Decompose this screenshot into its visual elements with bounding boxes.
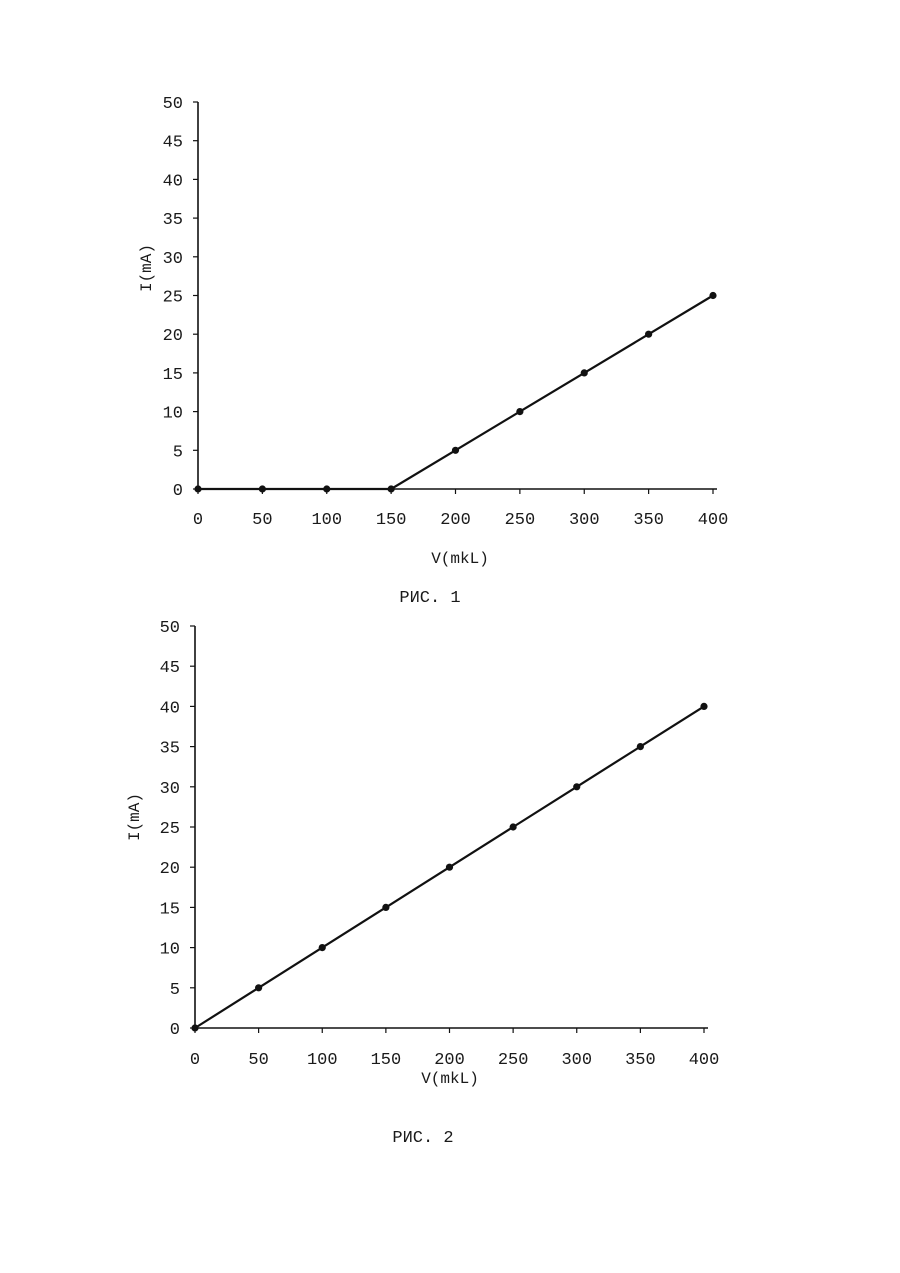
y-tick-label: 45 [163,134,183,153]
y-tick-label: 15 [163,366,183,385]
y-tick-label: 15 [160,900,180,919]
x-tick-label: 250 [505,511,536,530]
x-tick-label: 300 [569,511,600,530]
y-tick-label: 25 [160,820,180,839]
y-tick-label: 20 [163,327,183,346]
data-point [700,703,707,710]
y-axis-title: I(mA) [138,244,156,292]
x-tick-label: 300 [561,1051,592,1070]
y-tick-label: 20 [160,860,180,879]
y-tick-label: 5 [173,443,183,462]
x-tick-label: 250 [498,1051,529,1070]
x-tick-label: 100 [307,1051,338,1070]
data-point [323,485,330,492]
data-point [255,984,262,991]
x-axis-title: V(mkL) [421,1070,479,1088]
data-point [194,485,201,492]
data-point [388,485,395,492]
y-tick-label: 25 [163,289,183,308]
data-point [452,447,459,454]
data-point [573,783,580,790]
x-tick-label: 0 [193,511,203,530]
y-tick-label: 0 [173,482,183,501]
x-tick-label: 50 [252,511,272,530]
y-tick-label: 50 [163,95,183,114]
y-tick-label: 50 [160,619,180,638]
x-tick-label: 350 [633,511,664,530]
y-tick-label: 35 [160,740,180,759]
data-point [709,292,716,299]
data-point [581,369,588,376]
data-point [319,944,326,951]
data-point [382,904,389,911]
data-point [191,1024,198,1031]
x-tick-label: 400 [698,511,729,530]
x-tick-label: 0 [190,1051,200,1070]
y-tick-label: 40 [163,172,183,191]
y-tick-label: 30 [160,780,180,799]
x-tick-label: 50 [248,1051,268,1070]
series-line [198,296,713,490]
y-tick-label: 45 [160,659,180,678]
y-tick-label: 10 [160,941,180,960]
x-axis-title: V(mkL) [431,550,489,568]
figure-caption: РИС. 2 [392,1129,453,1148]
x-tick-label: 400 [689,1051,720,1070]
chart-1: 0 5 10 15 20 25 30 35 40 45 50 0 50 100 150 200 250 300 35… [138,95,728,608]
data-point [259,485,266,492]
data-point [446,864,453,871]
x-tick-label: 150 [371,1051,402,1070]
y-axis-title: I(mA) [126,793,144,841]
x-tick-label: 150 [376,511,407,530]
data-point [510,823,517,830]
y-tick-label: 40 [160,699,180,718]
data-point [645,331,652,338]
data-point [637,743,644,750]
figure-caption: РИС. 1 [399,589,460,608]
x-tick-label: 200 [434,1051,465,1070]
y-tick-label: 35 [163,211,183,230]
x-tick-label: 100 [311,511,342,530]
y-tick-label: 0 [170,1021,180,1040]
y-tick-label: 10 [163,405,183,424]
y-tick-label: 30 [163,250,183,269]
x-tick-label: 350 [625,1051,656,1070]
chart-2: 0 5 10 15 20 25 30 35 40 45 50 0 50 100 150 200 250 300 35… [126,619,719,1148]
y-tick-label: 5 [170,981,180,1000]
x-tick-label: 200 [440,511,471,530]
data-point [516,408,523,415]
